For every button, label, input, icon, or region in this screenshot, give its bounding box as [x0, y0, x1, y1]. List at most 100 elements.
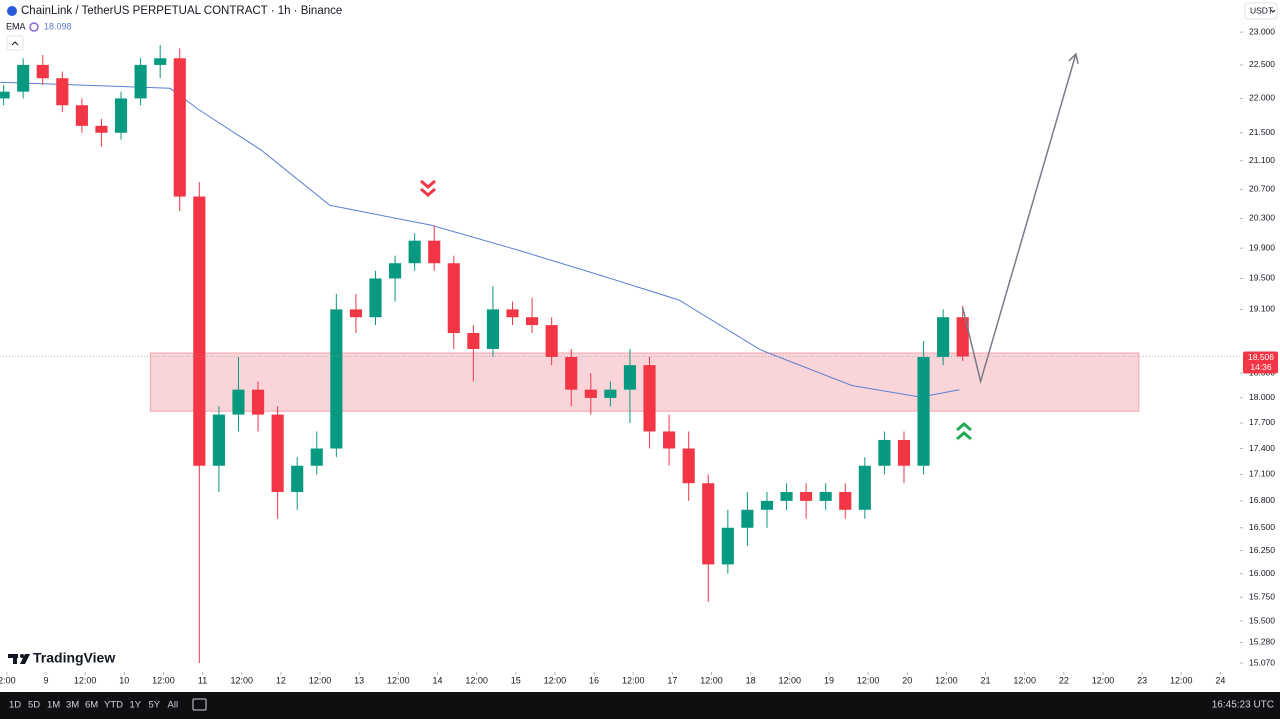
- candle-body: [526, 317, 539, 326]
- candle-body: [800, 492, 813, 501]
- x-tick-label: 12:00: [700, 675, 723, 685]
- x-tick-label: 12:00: [1013, 675, 1036, 685]
- x-tick-label: 12:00: [544, 675, 567, 685]
- candle-body: [937, 317, 950, 358]
- candle-body: [212, 414, 225, 466]
- x-tick-label: 12:00: [779, 675, 802, 685]
- x-tick-label: 9: [43, 675, 48, 685]
- candle-body: [114, 98, 128, 133]
- x-tick-label: 20: [902, 675, 912, 685]
- candle-body: [897, 439, 911, 466]
- y-tick-label: 19.900: [1249, 242, 1275, 252]
- x-tick-label: 12:00: [622, 675, 645, 685]
- candle-body: [565, 357, 578, 390]
- symbol-title: ChainLink / TetherUS PERPETUAL CONTRACT …: [21, 5, 342, 17]
- x-tick-label: 23: [1137, 675, 1147, 685]
- candle-body: [0, 91, 10, 99]
- candle-body: [760, 500, 774, 510]
- projection-path: [961, 55, 1076, 385]
- range-button[interactable]: YTD: [104, 700, 123, 711]
- brand-name: TradingView: [33, 650, 115, 666]
- y-tick-label: 19.500: [1249, 273, 1275, 283]
- x-tick-label: 2:00: [0, 675, 16, 685]
- candle-body: [545, 325, 558, 358]
- currency-label: USDT: [1250, 5, 1273, 15]
- candle-body: [291, 465, 304, 493]
- range-button[interactable]: 1Y: [130, 700, 142, 711]
- x-tick-label: 12:00: [152, 675, 175, 685]
- x-tick-label: 12:00: [230, 675, 253, 685]
- x-tick-label: 12:00: [1092, 675, 1115, 685]
- candle-body: [193, 196, 206, 466]
- candle-body: [134, 64, 147, 99]
- range-button[interactable]: 1D: [9, 700, 21, 711]
- collapse-button[interactable]: [6, 35, 24, 51]
- y-tick-label: 20.300: [1249, 213, 1275, 223]
- candle-body: [349, 309, 362, 318]
- candle-body: [878, 439, 891, 466]
- countdown-label: 14:36: [1250, 362, 1272, 372]
- candle-body: [17, 64, 30, 92]
- candle-body: [447, 263, 460, 334]
- collapse-icon: [11, 41, 19, 46]
- indicator-icon: [29, 22, 39, 32]
- date-range-icon[interactable]: [192, 698, 207, 711]
- x-tick-label: 21: [981, 675, 991, 685]
- candle-body: [623, 365, 637, 390]
- toolbar: [0, 692, 1280, 719]
- candle-body: [584, 389, 597, 398]
- candle-body: [154, 58, 167, 65]
- range-button[interactable]: 1M: [47, 700, 60, 711]
- down-chevron: [420, 179, 436, 197]
- y-tick-label: 17.100: [1249, 469, 1275, 479]
- ema-line: [0, 81, 960, 398]
- candle-body: [604, 389, 617, 398]
- range-button[interactable]: 5D: [28, 700, 40, 711]
- x-tick-label: 24: [1215, 675, 1225, 685]
- up-chevron: [956, 422, 972, 441]
- candle-body: [682, 448, 695, 484]
- x-tick-label: 12:00: [935, 675, 958, 685]
- x-tick-label: 22: [1059, 675, 1069, 685]
- y-tick-label: 22.000: [1249, 93, 1275, 103]
- candle-body: [330, 309, 343, 449]
- x-tick-label: 12:00: [387, 675, 410, 685]
- indicator-name: EMA: [6, 21, 26, 31]
- candle-body: [506, 309, 519, 318]
- y-tick-label: 20.700: [1249, 184, 1275, 194]
- x-tick-label: 19: [824, 675, 834, 685]
- x-tick-label: 12:00: [465, 675, 488, 685]
- range-button[interactable]: 6M: [85, 700, 98, 711]
- symbol-icon: [7, 6, 17, 16]
- x-tick-label: 17: [667, 675, 677, 685]
- x-tick-label: 11: [198, 675, 207, 685]
- y-tick-label: 22.500: [1249, 59, 1275, 69]
- candle-body: [36, 64, 49, 79]
- candle-body: [702, 483, 715, 565]
- y-tick-label: 16.000: [1249, 568, 1275, 578]
- y-tick-label: 16.250: [1249, 545, 1275, 555]
- currency-button[interactable]: [1244, 2, 1278, 20]
- candle-body: [467, 333, 480, 349]
- candle-body: [271, 414, 284, 493]
- candle-body: [232, 389, 245, 415]
- candle-body: [819, 492, 832, 501]
- candle-body: [917, 357, 930, 466]
- y-tick-label: 15.500: [1249, 615, 1275, 625]
- x-tick-label: 10: [119, 675, 129, 685]
- range-button[interactable]: 5Y: [149, 700, 161, 711]
- plot-area: 23.000 22.500 22.000 21.500 21.100 20.700 20.3…: [0, 26, 1278, 685]
- x-tick-label: 16: [589, 675, 599, 685]
- clock: 16:45:23 UTC: [1212, 700, 1274, 711]
- range-button[interactable]: All: [168, 700, 179, 711]
- candle-body: [428, 240, 441, 264]
- candle-body: [741, 509, 754, 528]
- candle-body: [388, 263, 402, 279]
- candle-body: [408, 240, 421, 264]
- y-tick-label: 17.400: [1249, 443, 1275, 453]
- range-button[interactable]: 3M: [66, 700, 79, 711]
- candle-body: [75, 105, 88, 126]
- candle-body: [839, 492, 852, 510]
